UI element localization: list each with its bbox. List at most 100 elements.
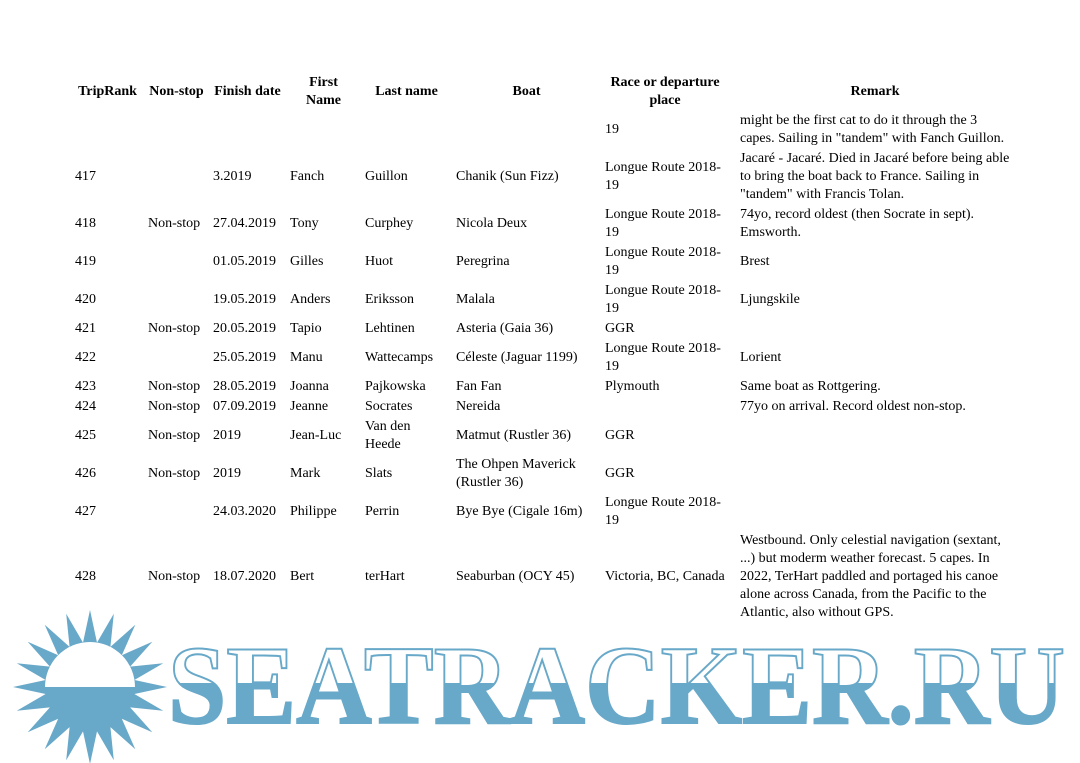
column-header-finish-date: Finish date <box>214 84 281 99</box>
cell-remark <box>740 319 1012 339</box>
table-row: 421 Non-stop 20.05.2019 Tapio Lehtinen Asteri… <box>75 319 1012 339</box>
cell-remark: Ljungskile <box>740 292 800 307</box>
cell-boat: Asteria (Gaia 36) <box>456 321 554 336</box>
cell-race: Plymouth <box>605 379 660 394</box>
cell-race: Longue Route 2018-19 <box>605 160 721 193</box>
cell-remark: Brest <box>740 254 770 269</box>
table-row: 428 Non-stop 18.07.2020 Bert terHart Seaburba… <box>75 531 1012 623</box>
cell-last: Guillon <box>365 169 408 184</box>
cell-last: Eriksson <box>365 292 414 307</box>
circumnavigation-table: TripRank Non-stop Finish date First Name… <box>75 73 1012 623</box>
cell-boat: Bye Bye (Cigale 16m) <box>456 504 583 519</box>
cell-nonstop: Non-stop <box>148 399 201 414</box>
cell-first <box>290 111 365 149</box>
cell-nonstop <box>148 243 213 281</box>
cell-last: Wattecamps <box>365 350 434 365</box>
cell-last: Curphey <box>365 216 414 231</box>
table-row: 418 Non-stop 27.04.2019 Tony Curphey Nicola D… <box>75 205 1012 243</box>
cell-nonstop: Non-stop <box>148 321 201 336</box>
cell-rank: 423 <box>75 379 96 394</box>
cell-race: GGR <box>605 466 635 481</box>
cell-remark <box>740 493 1012 531</box>
cell-nonstop <box>148 281 213 319</box>
cell-nonstop <box>148 493 213 531</box>
cell-first: Bert <box>290 569 315 584</box>
cell-first: Gilles <box>290 254 324 269</box>
cell-rank: 426 <box>75 466 96 481</box>
cell-date: 01.05.2019 <box>213 254 276 269</box>
sun-dome-white <box>45 642 135 687</box>
cell-boat: Peregrina <box>456 254 510 269</box>
cell-remark: Jacaré - Jacaré. Died in Jacaré before b… <box>740 151 1010 202</box>
cell-boat: Malala <box>456 292 495 307</box>
sun-lower-disc <box>45 687 135 732</box>
cell-first: Jean-Luc <box>290 428 342 443</box>
table-row: 420 19.05.2019 Anders Eriksson Malala Longue … <box>75 281 1012 319</box>
cell-boat: The Ohpen Maverick (Rustler 36) <box>456 457 576 490</box>
cell-first: Tapio <box>290 321 322 336</box>
cell-first: Tony <box>290 216 319 231</box>
cell-first: Anders <box>290 292 331 307</box>
cell-remark: Westbound. Only celestial navigation (se… <box>740 533 1001 620</box>
cell-last: Pajkowska <box>365 379 426 394</box>
cell-boat: Céleste (Jaguar 1199) <box>456 350 578 365</box>
cell-last: Van den Heede <box>365 419 411 452</box>
table-row: 425 Non-stop 2019 Jean-Luc Van den Heede Matm… <box>75 417 1012 455</box>
cell-boat: Nicola Deux <box>456 216 528 231</box>
column-header-nonstop: Non-stop <box>149 84 204 99</box>
header-row: TripRank Non-stop Finish date First Name… <box>75 73 1012 111</box>
cell-date: 18.07.2020 <box>213 569 276 584</box>
cell-rank: 419 <box>75 254 96 269</box>
cell-rank: 425 <box>75 428 96 443</box>
watermark-text: SEATRACKER.RU <box>168 624 1065 748</box>
cell-last: Perrin <box>365 504 400 519</box>
cell-date: 2019 <box>213 428 241 443</box>
table-row: 417 3.2019 Fanch Guillon Chanik (Sun Fizz) Lo… <box>75 149 1012 205</box>
table-header: TripRank Non-stop Finish date First Name… <box>75 73 1012 111</box>
cell-rank <box>75 111 148 149</box>
cell-race: Longue Route 2018-19 <box>605 341 721 374</box>
cell-race: 19 <box>605 122 619 137</box>
cell-nonstop <box>148 111 213 149</box>
column-header-boat: Boat <box>512 84 541 99</box>
cell-last <box>365 111 456 149</box>
column-header-first-name: First Name <box>306 75 341 108</box>
cell-rank: 428 <box>75 569 96 584</box>
column-header-last-name: Last name <box>375 84 438 99</box>
cell-race: Longue Route 2018-19 <box>605 283 721 316</box>
cell-boat: Nereida <box>456 399 501 414</box>
cell-nonstop <box>148 339 213 377</box>
table-row: 423 Non-stop 28.05.2019 Joanna Pajkowska Fan … <box>75 377 1012 397</box>
cell-boat: Fan Fan <box>456 379 502 394</box>
cell-remark: might be the first cat to do it through … <box>740 113 1005 146</box>
cell-last: terHart <box>365 569 405 584</box>
cell-nonstop: Non-stop <box>148 379 201 394</box>
cell-boat <box>456 111 605 149</box>
cell-first: Manu <box>290 350 323 365</box>
cell-remark <box>740 455 1012 493</box>
table-row: 426 Non-stop 2019 Mark Slats The Ohpen Maveri… <box>75 455 1012 493</box>
column-header-remark: Remark <box>850 84 900 99</box>
cell-remark: 77yo on arrival. Record oldest non-stop. <box>740 399 966 414</box>
cell-date: 25.05.2019 <box>213 350 276 365</box>
sun-icon <box>13 610 167 763</box>
cell-date: 2019 <box>213 466 241 481</box>
cell-remark: 74yo, record oldest (then Socrate in sep… <box>740 207 975 240</box>
cell-remark <box>740 417 1012 455</box>
cell-nonstop <box>148 149 213 205</box>
cell-boat: Matmut (Rustler 36) <box>456 428 572 443</box>
cell-first: Mark <box>290 466 321 481</box>
cell-first: Jeanne <box>290 399 329 414</box>
cell-race: GGR <box>605 321 635 336</box>
cell-date: 19.05.2019 <box>213 292 276 307</box>
cell-last: Huot <box>365 254 393 269</box>
cell-rank: 418 <box>75 216 96 231</box>
cell-rank: 420 <box>75 292 96 307</box>
cell-remark: Same boat as Rottgering. <box>740 379 881 394</box>
cell-last: Socrates <box>365 399 413 414</box>
cell-boat: Chanik (Sun Fizz) <box>456 169 559 184</box>
cell-date: 20.05.2019 <box>213 321 276 336</box>
cell-date <box>213 111 290 149</box>
